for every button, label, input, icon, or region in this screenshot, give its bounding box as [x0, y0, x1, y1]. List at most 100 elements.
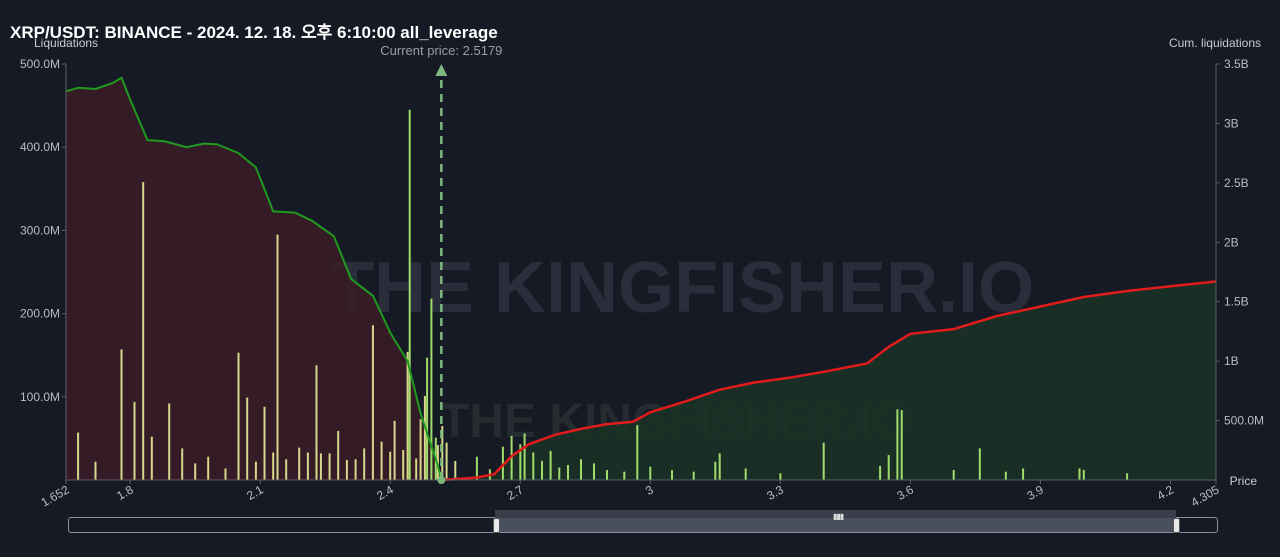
liquidation-bar: [194, 463, 197, 480]
y-tick-label: 200.0M: [20, 307, 60, 321]
liquidation-bar: [237, 352, 240, 480]
liquidation-bar: [718, 453, 721, 480]
liquidation-bar: [671, 470, 673, 480]
x-tick-label: 3.9: [1024, 482, 1046, 503]
liquidation-bar: [593, 463, 595, 480]
range-navigator[interactable]: ▮▮▮: [68, 510, 1218, 533]
current-price-label: Current price: 2.5179: [380, 43, 502, 58]
y2-tick-label: 2.5B: [1224, 176, 1249, 190]
current-price-arrow-icon: [435, 64, 448, 76]
y2-tick-label: 2B: [1224, 235, 1239, 249]
y2-tick-label: 1B: [1224, 354, 1239, 368]
liquidation-bar: [406, 351, 409, 480]
x-tick-label: 4.2: [1155, 482, 1177, 503]
liquidation-bar: [315, 365, 318, 480]
liquidation-bar: [120, 349, 123, 480]
liquidation-bar: [393, 420, 396, 480]
liquidation-bar: [441, 425, 444, 480]
liquidation-bar: [345, 460, 348, 480]
liquidation-bar: [263, 406, 266, 480]
x-axis-title: Price: [1230, 474, 1258, 488]
liquidation-bar: [142, 182, 145, 480]
liquidation-bar: [371, 325, 374, 480]
liquidation-bar: [549, 450, 552, 480]
liquidation-bar: [415, 458, 418, 480]
x-tick-label: 4.305: [1188, 482, 1221, 509]
navigator-mask: [495, 510, 1176, 518]
current-price-dot: [437, 476, 446, 484]
liquidation-bar: [887, 455, 890, 480]
liquidation-bar: [779, 473, 782, 480]
liquidation-bar: [1126, 473, 1129, 480]
liquidation-bar: [714, 461, 717, 480]
liquidation-bar: [649, 466, 652, 480]
navigator-window[interactable]: [495, 518, 1176, 532]
liquidation-bar: [744, 468, 747, 480]
liquidation-bar: [168, 403, 171, 480]
x-tick-label: 1.8: [114, 482, 136, 503]
liquidation-bar: [1004, 471, 1007, 480]
liquidation-bar: [896, 409, 899, 480]
liquidation-bar: [900, 410, 903, 480]
liquidation-bar: [606, 470, 608, 480]
liquidation-bar: [1078, 468, 1081, 480]
cum-below-line: [65, 76, 443, 481]
y-tick-label: 400.0M: [20, 140, 60, 154]
liquidation-bar: [430, 298, 433, 480]
y-tick-label: 300.0M: [20, 223, 60, 237]
liquidation-bar: [952, 470, 955, 480]
x-tick-label: 1.652: [38, 482, 71, 509]
liquidation-bar: [519, 444, 522, 480]
liquidation-bar: [285, 459, 288, 480]
cum-below-area: [66, 77, 442, 480]
liquidation-bar: [423, 396, 426, 480]
liquidation-bar: [77, 432, 80, 480]
chart-title: XRP/USDT: BINANCE - 2024. 12. 18. 오후 6:1…: [10, 23, 498, 42]
liquidation-bar: [150, 436, 153, 480]
y-axis-title: Liquidations: [34, 36, 98, 50]
liquidation-bar: [389, 451, 392, 480]
liquidation-bar: [692, 471, 695, 480]
navigator-grip-icon[interactable]: ▮▮▮: [833, 512, 844, 521]
liquidation-bar: [1082, 470, 1085, 480]
liquidation-bar: [380, 441, 383, 480]
liquidation-bar: [328, 453, 331, 480]
liquidation-bar: [419, 419, 422, 480]
liquidation-bar: [475, 456, 478, 480]
liquidation-bar: [337, 430, 340, 480]
liquidation-bar: [181, 448, 184, 480]
liquidation-bar: [580, 459, 582, 480]
liquidation-bar: [445, 442, 448, 480]
x-tick-label: 2.7: [504, 482, 526, 503]
liquidation-bar: [402, 450, 405, 480]
navigator-left-handle[interactable]: [493, 518, 500, 533]
cum-above-line: [441, 280, 1217, 482]
liquidation-bar: [426, 357, 429, 480]
cum-above-area: [441, 281, 1216, 480]
liquidation-bar: [224, 468, 227, 480]
liquidation-bar: [822, 442, 825, 480]
liquidation-bar: [254, 461, 257, 480]
y2-tick-label: 3B: [1224, 116, 1239, 130]
liquidation-bar: [978, 448, 981, 480]
y2-axis-title: Cum. liquidations: [1169, 36, 1261, 50]
liquidation-bar: [558, 467, 561, 480]
liquidation-bar: [354, 459, 357, 480]
liquidation-bar: [454, 460, 457, 480]
liquidation-bar: [94, 461, 97, 480]
x-tick-label: 3: [643, 482, 656, 498]
liquidation-bar: [636, 425, 639, 480]
liquidation-bar: [523, 433, 526, 480]
x-tick-label: 3.3: [764, 482, 786, 503]
liquidation-bar: [246, 397, 249, 480]
liquidation-bar: [501, 446, 504, 480]
liquidation-bar: [532, 452, 535, 480]
x-tick-label: 3.6: [894, 482, 916, 503]
liquidation-bar: [623, 471, 626, 480]
liquidation-bar: [408, 109, 411, 481]
liquidation-bar: [272, 452, 275, 480]
navigator-right-handle[interactable]: [1173, 518, 1180, 533]
y2-tick-label: 3.5B: [1224, 57, 1249, 71]
liquidation-bar: [1022, 468, 1025, 480]
